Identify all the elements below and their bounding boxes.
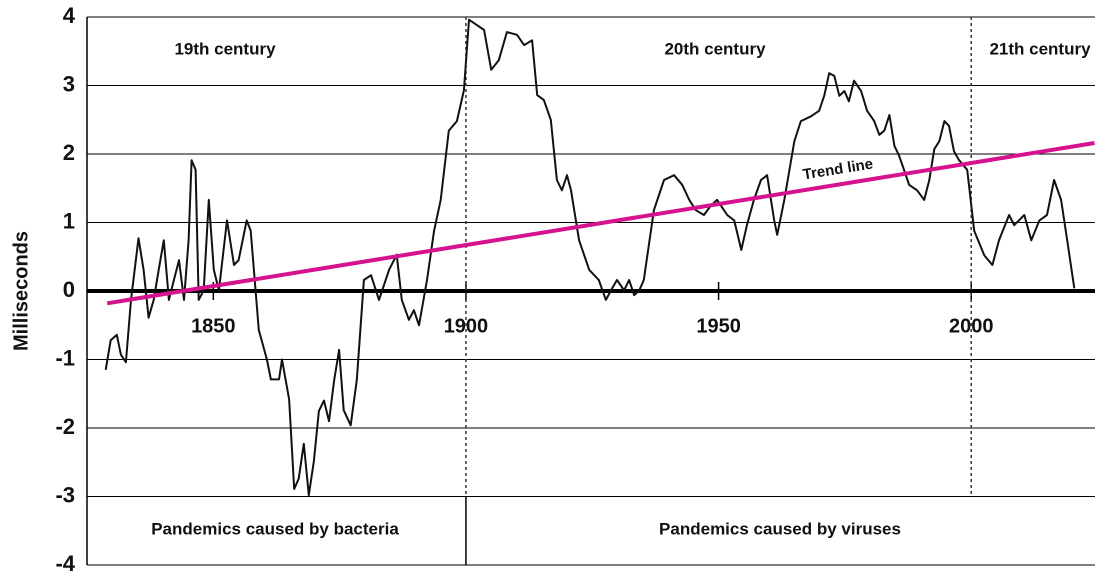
era-label: 19th century (174, 39, 276, 58)
x-tick-label: 2000 (949, 315, 994, 337)
y-tick-label: 4 (63, 3, 76, 28)
region-label: Pandemics caused by bacteria (151, 519, 399, 538)
y-tick-label: 0 (63, 277, 75, 302)
y-tick-label: -2 (55, 414, 75, 439)
y-tick-label: 2 (63, 140, 75, 165)
trend-line (106, 141, 1095, 306)
era-label: 20th century (664, 39, 766, 58)
y-tick-label: -1 (55, 345, 75, 370)
x-tick-label: 1900 (444, 315, 489, 337)
era-label: 21th century (989, 39, 1091, 58)
x-tick-label: 1850 (191, 315, 236, 337)
region-label: Pandemics caused by viruses (659, 519, 901, 538)
y-tick-label: -4 (55, 551, 75, 573)
y-tick-label: 3 (63, 71, 75, 96)
y-tick-label: 1 (63, 208, 75, 233)
data-line (104, 18, 1076, 497)
y-tick-label: -3 (55, 482, 75, 507)
y-axis-label: Milliseconds (10, 231, 32, 351)
x-tick-label: 1950 (696, 315, 741, 337)
